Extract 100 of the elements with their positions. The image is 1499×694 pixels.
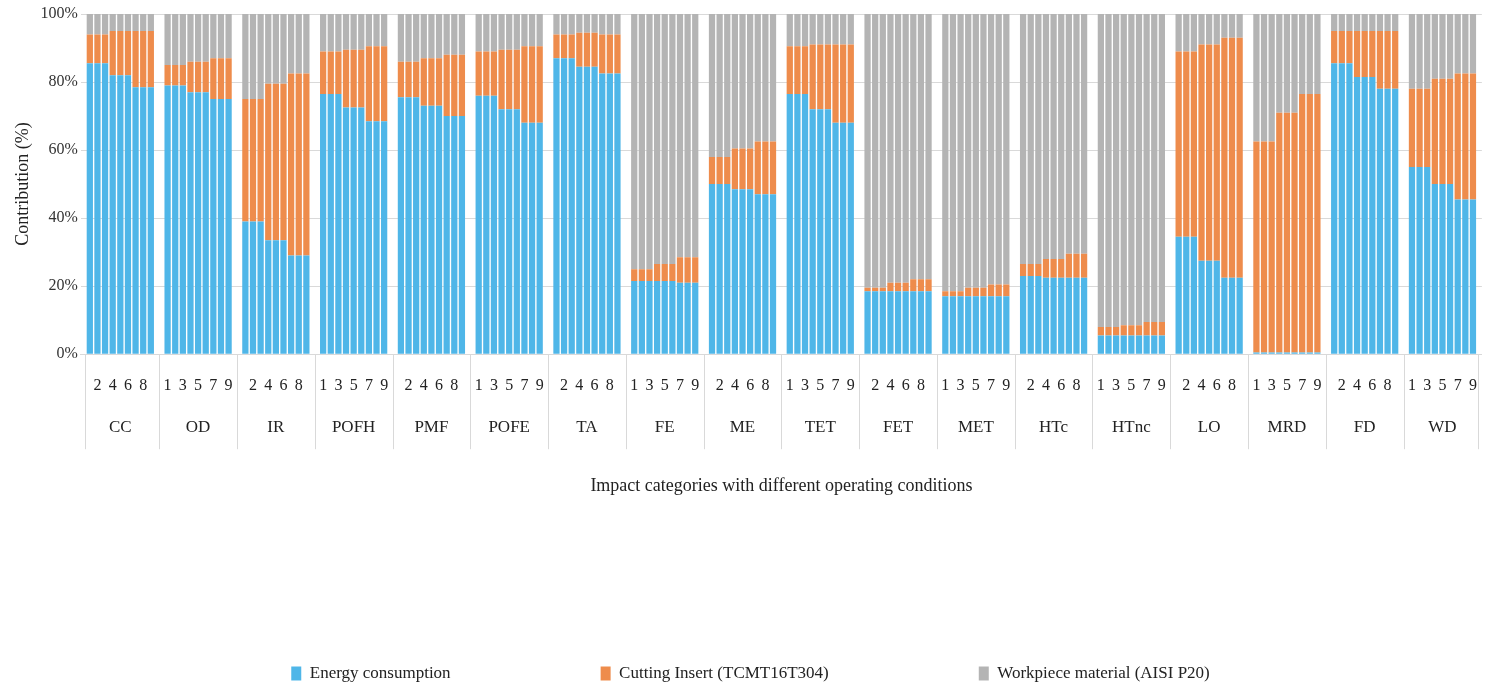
x-tick-label: 7 (1142, 376, 1151, 393)
text: HTc (1039, 416, 1069, 436)
x-tick-label: 7 (675, 376, 684, 393)
y-tick-label: 80% (48, 72, 78, 90)
x-tick-label: 7 (364, 376, 373, 393)
text: PMF (414, 416, 449, 436)
x-tick-label: 8 (450, 376, 459, 393)
x-tick-label: 1 (785, 376, 794, 393)
x-tick-label: 8 (916, 376, 925, 393)
x-tick-label: 8 (1072, 376, 1081, 393)
x-tick-label: 4 (1353, 376, 1362, 393)
y-axis-title: Contribution (%) (11, 122, 33, 246)
x-tick-label: 6 (901, 376, 910, 393)
x-tick-label: 3 (956, 376, 965, 393)
x-tick-label: 4 (419, 376, 428, 393)
x-tick-label: 2 (871, 376, 880, 393)
x-tick-label: 8 (139, 376, 148, 393)
x-tick-label: 7 (831, 376, 840, 393)
x-tick-label: 5 (1282, 376, 1291, 393)
x-tick-label: 5 (1438, 376, 1447, 393)
text: LO (1197, 416, 1221, 436)
x-tick-label: 6 (1057, 376, 1066, 393)
text: TA (576, 416, 599, 436)
x-tick-label: 3 (801, 376, 810, 393)
text: MET (957, 416, 995, 436)
text: FE (654, 416, 675, 436)
x-tick-label: 9 (1468, 376, 1477, 393)
x-tick-label: 1 (1407, 376, 1416, 393)
x-tick-label: 3 (178, 376, 187, 393)
text: CC (108, 416, 132, 436)
y-tick-label: 100% (40, 4, 78, 22)
x-tick-label: 1 (474, 376, 483, 393)
x-tick-label: 7 (209, 376, 218, 393)
text: HTnc (1112, 416, 1152, 436)
x-tick-label: 6 (590, 376, 599, 393)
x-tick-label: 7 (987, 376, 996, 393)
x-tick-label: 9 (224, 376, 233, 393)
x-tick-label: 8 (1383, 376, 1392, 393)
x-tick-label: 9 (535, 376, 544, 393)
x-tick-label: 9 (1313, 376, 1322, 393)
x-tick-label: 6 (435, 376, 444, 393)
x-tick-label: 3 (334, 376, 343, 393)
legend-label: Energy consumption (309, 662, 452, 682)
x-tick-label: 1 (630, 376, 639, 393)
text: IR (267, 416, 286, 436)
x-tick-label: 6 (1368, 376, 1377, 393)
x-tick-label: 1 (163, 376, 172, 393)
x-tick-label: 4 (1041, 376, 1050, 393)
legend-label: Workpiece material (AISI P20) (997, 662, 1210, 682)
x-tick-label: 7 (1453, 376, 1462, 393)
x-tick-label: 5 (660, 376, 669, 393)
x-tick-label: 3 (1112, 376, 1121, 393)
x-tick-label: 5 (1127, 376, 1136, 393)
y-tick-label: 40% (48, 208, 78, 226)
y-tick-label: 0% (56, 344, 78, 362)
x-tick-label: 5 (194, 376, 203, 393)
x-tick-label: 7 (1298, 376, 1307, 393)
x-tick-label: 6 (123, 376, 132, 393)
x-tick-label: 6 (746, 376, 755, 393)
text: POFH (331, 416, 376, 436)
x-tick-label: 2 (1337, 376, 1346, 393)
y-tick-label: 60% (48, 140, 78, 158)
text: POFE (488, 416, 530, 436)
x-tick-label: 9 (691, 376, 700, 393)
text: FD (1353, 416, 1376, 436)
x-tick-label: 4 (264, 376, 273, 393)
x-tick-label: 3 (1267, 376, 1276, 393)
x-tick-label: 2 (1182, 376, 1191, 393)
x-tick-label: 4 (1197, 376, 1206, 393)
x-tick-label: 5 (816, 376, 825, 393)
x-tick-label: 2 (93, 376, 102, 393)
x-tick-label: 2 (404, 376, 413, 393)
x-tick-label: 1 (1096, 376, 1105, 393)
legend-label: Cutting Insert (TCMT16T304) (619, 662, 829, 682)
x-tick-label: 3 (489, 376, 498, 393)
x-tick-label: 6 (279, 376, 288, 393)
x-tick-label: 3 (1423, 376, 1432, 393)
x-tick-label: 1 (319, 376, 328, 393)
x-tick-label: 1 (1252, 376, 1261, 393)
x-tick-label: 7 (520, 376, 529, 393)
x-tick-label: 5 (971, 376, 980, 393)
x-tick-label: 4 (730, 376, 739, 393)
x-tick-label: 8 (294, 376, 303, 393)
x-tick-label: 4 (886, 376, 895, 393)
text: MRD (1267, 416, 1307, 436)
text: FET (882, 416, 914, 436)
x-tick-label: 9 (1002, 376, 1011, 393)
x-tick-label: 2 (715, 376, 724, 393)
x-tick-label: 8 (1228, 376, 1237, 393)
x-tick-label: 6 (1212, 376, 1221, 393)
x-tick-label: 9 (846, 376, 855, 393)
text: ME (729, 416, 756, 436)
x-tick-label: 2 (560, 376, 569, 393)
text: TET (804, 416, 837, 436)
text: OD (185, 416, 211, 436)
x-tick-label: 9 (380, 376, 389, 393)
x-tick-label: 2 (249, 376, 257, 393)
x-tick-label: 3 (645, 376, 654, 393)
text: WD (1428, 416, 1457, 436)
y-tick-label: 20% (48, 276, 78, 294)
